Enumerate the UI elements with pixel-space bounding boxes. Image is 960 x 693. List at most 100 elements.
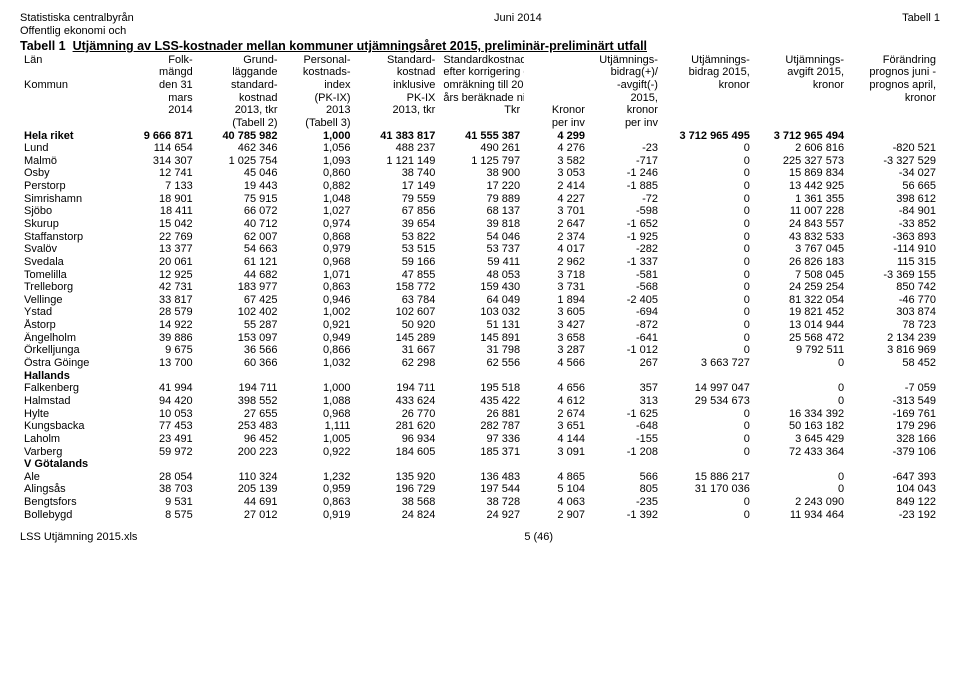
- row-cell: 2 243 090: [754, 496, 848, 509]
- table-row: Hallands: [20, 370, 940, 383]
- row-cell: 196 729: [355, 483, 440, 496]
- row-cell: 59 411: [439, 256, 524, 269]
- row-cell: 38 740: [355, 167, 440, 180]
- row-cell: 435 422: [439, 395, 524, 408]
- header-cell: kostnad: [197, 92, 282, 105]
- header-cell: Län: [20, 54, 126, 67]
- row-cell: 0,979: [282, 243, 355, 256]
- row-cell: -581: [589, 269, 662, 282]
- row-cell: 0: [754, 382, 848, 395]
- row-cell: 40 712: [197, 218, 282, 231]
- row-cell: 23 491: [126, 433, 197, 446]
- row-cell: 0: [662, 408, 754, 421]
- row-cell: 1,000: [282, 130, 355, 143]
- header-cell: mängd: [126, 66, 197, 79]
- row-cell: [282, 458, 355, 471]
- row-cell: [524, 458, 589, 471]
- row-cell: 38 728: [439, 496, 524, 509]
- row-cell: 11 007 228: [754, 205, 848, 218]
- org-line-2: Offentlig ekonomi och: [20, 25, 134, 38]
- row-cell: 18 411: [126, 205, 197, 218]
- row-cell: 45 046: [197, 167, 282, 180]
- table-row: Tomelilla12 92544 6821,07147 85548 0533 …: [20, 269, 940, 282]
- header-row: Kommunden 31standard-indexinklusiveomräk…: [20, 79, 940, 92]
- row-cell: -1 246: [589, 167, 662, 180]
- row-label: Staffanstorp: [20, 231, 126, 244]
- row-cell: 2 907: [524, 509, 589, 522]
- row-label: Hallands: [20, 370, 126, 383]
- row-cell: 3 658: [524, 332, 589, 345]
- row-cell: 0,959: [282, 483, 355, 496]
- row-cell: 50 163 182: [754, 420, 848, 433]
- row-cell: 13 014 944: [754, 319, 848, 332]
- row-cell: [754, 370, 848, 383]
- row-cell: 566: [589, 471, 662, 484]
- row-cell: 0: [662, 193, 754, 206]
- row-cell: 24 259 254: [754, 281, 848, 294]
- table-row: Bollebygd8 57527 0120,91924 82424 9272 9…: [20, 509, 940, 522]
- row-cell: 28 054: [126, 471, 197, 484]
- row-cell: 115 315: [848, 256, 940, 269]
- row-cell: -648: [589, 420, 662, 433]
- header-cell: kronor: [589, 104, 662, 117]
- table-row: Laholm23 49196 4521,00596 93497 3364 144…: [20, 433, 940, 446]
- row-cell: 78 723: [848, 319, 940, 332]
- row-cell: 14 922: [126, 319, 197, 332]
- row-label: Vellinge: [20, 294, 126, 307]
- table-row: Ystad28 579102 4021,002102 607103 0323 6…: [20, 306, 940, 319]
- row-cell: 398 612: [848, 193, 940, 206]
- header-cell: 2013, tkr: [197, 104, 282, 117]
- row-cell: 77 453: [126, 420, 197, 433]
- table-row: Alingsås38 703205 1390,959196 729197 544…: [20, 483, 940, 496]
- row-cell: 805: [589, 483, 662, 496]
- row-cell: 1 894: [524, 294, 589, 307]
- row-cell: 20 061: [126, 256, 197, 269]
- header-cell: Kommun: [20, 79, 126, 92]
- row-cell: 2 962: [524, 256, 589, 269]
- row-cell: 0: [754, 357, 848, 370]
- row-cell: 62 298: [355, 357, 440, 370]
- table-row: Svalöv13 37754 6630,97953 51553 7374 017…: [20, 243, 940, 256]
- row-cell: 19 821 452: [754, 306, 848, 319]
- row-label: Simrishamn: [20, 193, 126, 206]
- row-cell: 59 166: [355, 256, 440, 269]
- row-cell: -363 893: [848, 231, 940, 244]
- row-cell: -3 369 155: [848, 269, 940, 282]
- row-cell: 3 816 969: [848, 344, 940, 357]
- header-row: mängdläggandekostnads-kostnadefter korri…: [20, 66, 940, 79]
- row-cell: 33 817: [126, 294, 197, 307]
- table-header: LänFolk-Grund-Personal-Standard-Standard…: [20, 54, 940, 130]
- row-cell: 0,863: [282, 281, 355, 294]
- row-cell: 145 289: [355, 332, 440, 345]
- row-cell: 3 701: [524, 205, 589, 218]
- row-cell: -717: [589, 155, 662, 168]
- row-label: Osby: [20, 167, 126, 180]
- row-cell: 3 605: [524, 306, 589, 319]
- header-cell: [20, 92, 126, 105]
- row-cell: 253 483: [197, 420, 282, 433]
- row-label: Ystad: [20, 306, 126, 319]
- row-cell: -155: [589, 433, 662, 446]
- row-cell: 153 097: [197, 332, 282, 345]
- row-cell: 3 651: [524, 420, 589, 433]
- header-cell: [662, 92, 754, 105]
- row-cell: 0: [662, 332, 754, 345]
- row-cell: 54 046: [439, 231, 524, 244]
- row-cell: [848, 370, 940, 383]
- row-label: Bollebygd: [20, 509, 126, 522]
- row-cell: 3 645 429: [754, 433, 848, 446]
- row-cell: 29 534 673: [662, 395, 754, 408]
- row-cell: 0,860: [282, 167, 355, 180]
- header-cell: Utjämnings-: [589, 54, 662, 67]
- row-cell: 27 655: [197, 408, 282, 421]
- header-cell: prognos juni -: [848, 66, 940, 79]
- table-row: Halmstad94 420398 5521,088433 624435 422…: [20, 395, 940, 408]
- table-row: Malmö314 3071 025 7541,0931 121 1491 125…: [20, 155, 940, 168]
- row-cell: 205 139: [197, 483, 282, 496]
- row-cell: 8 575: [126, 509, 197, 522]
- row-cell: 1 121 149: [355, 155, 440, 168]
- row-cell: 97 336: [439, 433, 524, 446]
- row-cell: 26 770: [355, 408, 440, 421]
- row-cell: [589, 130, 662, 143]
- header-cell: 2013, tkr: [355, 104, 440, 117]
